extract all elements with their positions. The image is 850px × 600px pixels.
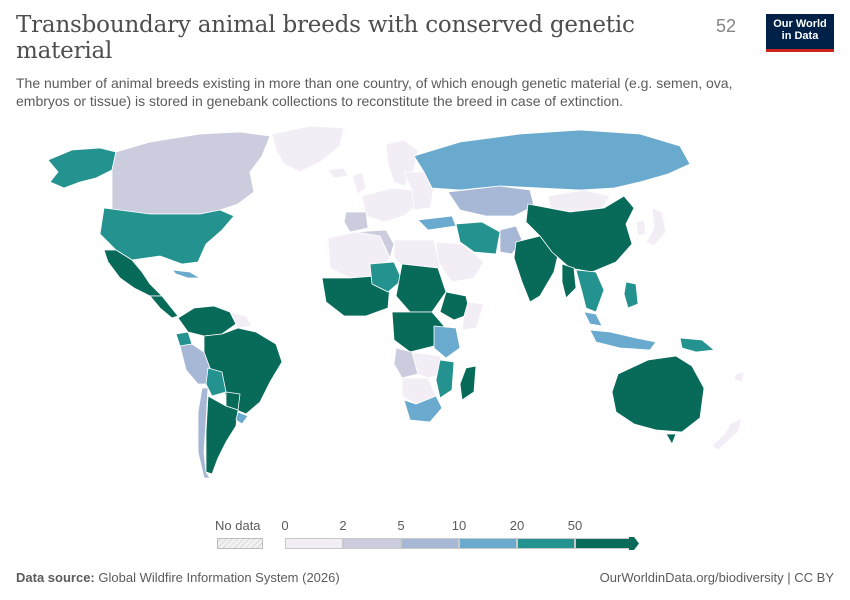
country-mozambique[interactable] xyxy=(435,359,455,399)
legend-bin-0[interactable] xyxy=(285,538,343,549)
legend-no-data-label: No data xyxy=(215,518,261,533)
country-kazakhstan[interactable] xyxy=(447,185,535,217)
map-legend[interactable]: No data 0 2 5 10 20 50 xyxy=(215,518,655,558)
legend-bin-2[interactable] xyxy=(401,538,459,549)
legend-no-data-swatch[interactable] xyxy=(217,538,263,549)
country-central-america[interactable] xyxy=(149,295,179,319)
country-china[interactable] xyxy=(525,195,635,273)
country-colombia-venezuela[interactable] xyxy=(177,305,237,337)
country-australia[interactable] xyxy=(611,355,705,433)
country-thailand-indochina[interactable] xyxy=(575,269,605,313)
world-map[interactable] xyxy=(0,112,850,512)
country-east-africa[interactable] xyxy=(433,325,461,359)
country-new-zealand[interactable] xyxy=(711,417,743,451)
country-myanmar[interactable] xyxy=(561,263,577,299)
legend-bin-3[interactable] xyxy=(459,538,517,549)
country-chile[interactable] xyxy=(197,387,211,479)
chart-footer: Data source: Global Wildfire Information… xyxy=(16,570,834,585)
chart-subtitle: The number of animal breeds existing in … xyxy=(16,75,733,109)
country-iceland[interactable] xyxy=(327,167,349,179)
country-canada[interactable] xyxy=(111,131,271,215)
country-madagascar[interactable] xyxy=(459,365,477,401)
legend-tick-0: 0 xyxy=(281,518,289,533)
country-ethiopia[interactable] xyxy=(439,291,471,321)
country-ecuador[interactable] xyxy=(175,331,193,347)
legend-tick-10: 10 xyxy=(451,518,467,533)
map-countries[interactable] xyxy=(47,125,745,479)
country-greenland[interactable] xyxy=(271,125,345,173)
country-chad-sudan[interactable] xyxy=(395,263,447,313)
country-turkey[interactable] xyxy=(417,215,457,231)
country-somalia[interactable] xyxy=(461,301,485,331)
logo-line-2: in Data xyxy=(781,30,819,42)
logo-line-1: Our World xyxy=(773,18,827,30)
country-guianas[interactable] xyxy=(229,311,253,329)
country-korea[interactable] xyxy=(635,219,647,237)
attribution-link[interactable]: OurWorldinData.org/biodiversity | CC BY xyxy=(599,570,834,585)
country-indonesia[interactable] xyxy=(589,329,657,351)
country-angola[interactable] xyxy=(393,347,419,379)
legend-tick-20: 20 xyxy=(509,518,525,533)
chart-title: Transboundary animal breeds with conserv… xyxy=(16,12,635,64)
legend-tick-5: 5 xyxy=(397,518,405,533)
country-uk[interactable] xyxy=(351,171,367,195)
source-label: Data source: xyxy=(16,570,95,585)
country-cuba[interactable] xyxy=(171,269,201,279)
legend-bin-1[interactable] xyxy=(343,538,401,549)
country-western-europe[interactable] xyxy=(361,187,417,223)
country-sahel-west[interactable] xyxy=(321,275,391,317)
country-algeria[interactable] xyxy=(355,229,395,259)
country-russia[interactable] xyxy=(413,129,691,191)
legend-tick-2: 2 xyxy=(339,518,347,533)
legend-bin-4[interactable] xyxy=(517,538,575,549)
legend-arrow-icon xyxy=(629,537,639,550)
owid-logo[interactable]: Our World in Data xyxy=(766,14,834,52)
country-tasmania[interactable] xyxy=(665,433,677,445)
country-uruguay[interactable] xyxy=(235,411,249,425)
country-iberia[interactable] xyxy=(343,211,369,233)
country-japan[interactable] xyxy=(645,207,667,247)
country-alaska[interactable] xyxy=(47,147,117,189)
country-mali-niger[interactable] xyxy=(369,261,403,293)
source-text: Global Wildfire Information System (2026… xyxy=(98,570,340,585)
country-argentina[interactable] xyxy=(205,395,239,475)
legend-bin-5[interactable] xyxy=(575,538,633,549)
country-papua-new-guinea[interactable] xyxy=(679,337,715,353)
country-pacific-islands[interactable] xyxy=(733,371,745,383)
country-south-africa[interactable] xyxy=(403,395,443,423)
country-malaysia[interactable] xyxy=(583,311,603,327)
year-label: 52 xyxy=(715,16,736,36)
chart-header: Transboundary animal breeds with conserv… xyxy=(16,12,736,110)
legend-tick-50: 50 xyxy=(567,518,583,533)
country-bolivia[interactable] xyxy=(205,367,227,397)
country-iran[interactable] xyxy=(455,221,501,255)
country-philippines[interactable] xyxy=(623,281,639,309)
title-row: Transboundary animal breeds with conserv… xyxy=(16,12,736,64)
